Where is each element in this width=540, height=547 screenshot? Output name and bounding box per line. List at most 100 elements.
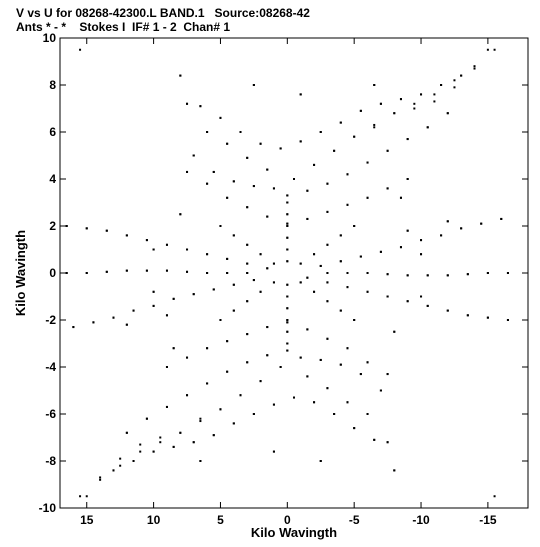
data-point <box>186 248 189 251</box>
data-point <box>326 210 329 213</box>
data-point <box>406 300 409 303</box>
data-point <box>272 450 275 453</box>
data-point <box>359 373 362 376</box>
data-point <box>252 84 255 86</box>
data-point <box>239 131 242 133</box>
data-point <box>393 330 396 333</box>
data-point <box>359 255 362 258</box>
data-point <box>125 269 128 272</box>
data-point <box>172 445 175 448</box>
data-point <box>65 225 68 227</box>
data-point <box>313 290 316 293</box>
data-point <box>165 405 168 408</box>
data-point <box>333 413 336 415</box>
data-point <box>486 48 489 51</box>
data-point <box>420 239 423 242</box>
data-point <box>139 450 142 453</box>
x-tick-label: -15 <box>479 513 497 527</box>
data-point <box>206 347 209 350</box>
data-point <box>319 460 322 462</box>
x-tick-label: -10 <box>412 513 430 527</box>
data-point <box>386 441 389 444</box>
data-point <box>406 274 409 277</box>
data-point <box>219 116 222 119</box>
data-point <box>165 243 168 246</box>
data-point <box>299 262 302 265</box>
data-point <box>386 149 389 152</box>
data-point <box>246 361 249 364</box>
data-point <box>306 276 309 279</box>
data-point <box>85 272 88 274</box>
data-point <box>339 363 342 366</box>
data-point <box>326 337 329 340</box>
data-point <box>339 309 342 312</box>
data-point <box>346 203 349 206</box>
data-point <box>212 434 215 437</box>
data-point <box>199 420 202 423</box>
data-point <box>406 138 409 141</box>
axis-tick-labels: 15 10 5 0 -5 -10 -15 -10 -8 -6 -4 -2 0 2 4 6 8 10 <box>39 31 497 527</box>
data-point <box>105 229 108 232</box>
data-point <box>433 93 436 96</box>
data-point <box>433 100 436 103</box>
data-point <box>420 295 423 298</box>
data-point <box>206 253 209 256</box>
data-point <box>346 272 349 274</box>
data-point <box>85 227 88 230</box>
data-point <box>246 262 249 265</box>
data-point <box>145 269 148 272</box>
data-point <box>420 253 423 256</box>
data-point <box>279 366 282 368</box>
data-point <box>192 154 195 157</box>
data-point <box>326 387 329 390</box>
data-point <box>406 178 409 180</box>
data-point <box>252 279 255 282</box>
data-point <box>206 182 209 185</box>
data-point <box>366 290 369 293</box>
data-point <box>272 281 275 284</box>
data-point <box>259 380 262 383</box>
data-point <box>326 281 329 284</box>
data-point <box>366 413 369 415</box>
data-point <box>446 309 449 312</box>
data-point <box>386 373 389 376</box>
data-point <box>286 222 289 225</box>
x-tick-label: -5 <box>349 513 360 527</box>
data-point <box>293 396 295 399</box>
data-point <box>226 370 229 373</box>
data-point <box>313 163 316 166</box>
data-point <box>286 225 289 227</box>
data-point <box>373 84 376 86</box>
y-tick-label: -6 <box>45 407 56 421</box>
data-point <box>206 131 209 133</box>
x-axis-label: Kilo Wavingth <box>251 525 337 540</box>
data-point <box>226 272 229 274</box>
data-point <box>373 126 376 129</box>
y-tick-label: -4 <box>45 360 56 374</box>
data-point <box>212 170 215 173</box>
data-point <box>286 321 289 324</box>
x-tick-label: 10 <box>147 513 161 527</box>
data-point <box>186 356 189 359</box>
data-point <box>493 495 496 498</box>
data-point <box>506 319 509 321</box>
data-point <box>379 389 382 392</box>
data-point <box>206 272 209 274</box>
data-point <box>346 173 349 176</box>
data-point <box>326 243 329 246</box>
data-point <box>313 401 316 404</box>
data-point <box>486 272 489 274</box>
data-point <box>393 112 396 115</box>
data-point <box>466 273 469 276</box>
data-point <box>480 222 483 225</box>
data-point <box>493 48 496 51</box>
data-point <box>199 417 202 420</box>
x-tick-label: 0 <box>284 513 291 527</box>
data-point <box>446 274 449 277</box>
data-point <box>346 347 349 350</box>
data-point <box>172 297 175 300</box>
data-point <box>125 234 128 237</box>
data-point <box>226 196 229 199</box>
data-point <box>306 189 309 192</box>
data-point <box>145 239 148 242</box>
